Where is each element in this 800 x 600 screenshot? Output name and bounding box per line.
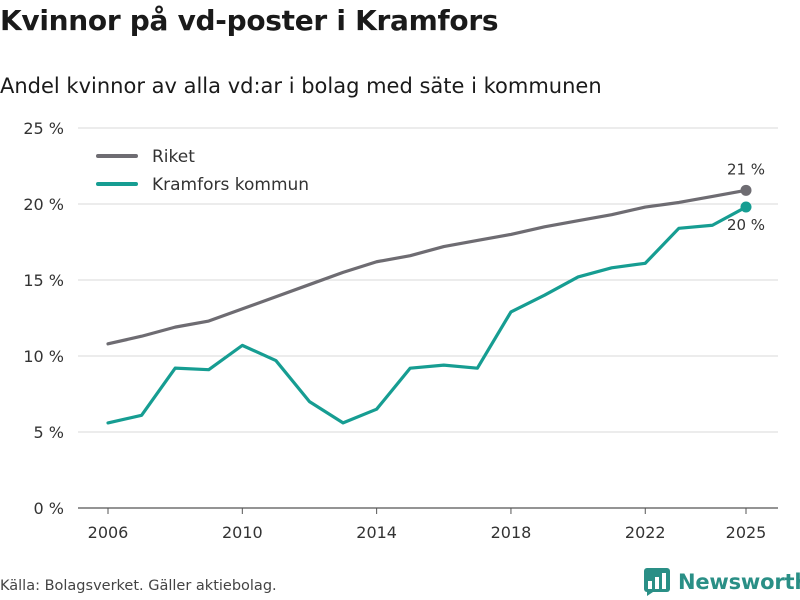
y-tick-label: 20 % bbox=[23, 195, 64, 214]
series-end-marker bbox=[740, 201, 752, 213]
brand-logo[interactable]: Newsworthy bbox=[644, 568, 800, 596]
y-tick-label: 25 % bbox=[23, 119, 64, 138]
y-tick-label: 15 % bbox=[23, 271, 64, 290]
legend-label: Kramfors kommun bbox=[152, 175, 309, 195]
series-end-label: 21 % bbox=[727, 160, 765, 178]
series-end-marker bbox=[740, 184, 752, 196]
series-line-riket bbox=[106, 188, 748, 346]
x-tick-label: 2025 bbox=[726, 523, 767, 542]
x-tick-label: 2018 bbox=[491, 523, 532, 542]
y-tick-label: 5 % bbox=[34, 423, 64, 442]
y-tick-label: 0 % bbox=[34, 499, 64, 518]
chart-title: Kvinnor på vd-poster i Kramfors bbox=[0, 4, 499, 37]
x-tick-label: 2014 bbox=[356, 523, 397, 542]
bar-chart-logo-icon bbox=[644, 568, 670, 596]
y-tick-label: 10 % bbox=[23, 347, 64, 366]
source-note: Källa: Bolagsverket. Gäller aktiebolag. bbox=[0, 578, 277, 594]
chart-subtitle: Andel kvinnor av alla vd:ar i bolag med … bbox=[0, 74, 602, 98]
series-end-label: 20 % bbox=[727, 216, 765, 234]
brand-name: Newsworthy bbox=[678, 570, 800, 594]
legend-label: Riket bbox=[152, 147, 195, 167]
x-tick-label: 2010 bbox=[222, 523, 263, 542]
x-tick-label: 2006 bbox=[88, 523, 129, 542]
x-tick-label: 2022 bbox=[625, 523, 666, 542]
series-line-kramfors bbox=[106, 205, 748, 425]
